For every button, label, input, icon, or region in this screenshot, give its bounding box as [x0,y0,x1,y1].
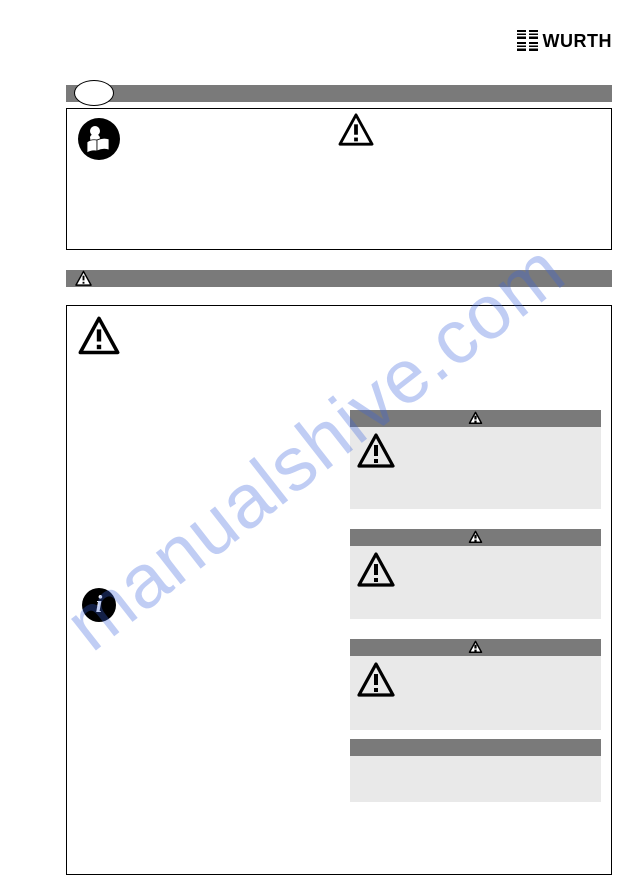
hazard-levels-column [350,410,601,802]
section-header-bar-2 [66,270,612,287]
language-oval [74,80,114,106]
wurth-logo: WURTH [517,30,612,52]
warning-body [350,546,601,619]
read-manual-icon [77,117,121,161]
wurth-logo-text: WURTH [543,31,612,52]
notice-header [350,739,601,756]
warning-icon [337,113,375,147]
warning-icon-small [74,270,93,287]
safety-box: i [66,305,612,875]
danger-header [350,410,601,427]
intro-box [66,108,612,250]
warning-icon-tiny [468,411,483,425]
warning-icon-tiny [468,530,483,544]
warning-icon [356,662,396,698]
danger-body [350,427,601,509]
warning-icon [356,552,396,588]
warning-icon [356,433,396,469]
info-icon: i [82,588,116,622]
caution-header [350,639,601,656]
caution-body [350,656,601,730]
section-header-bar-1 [66,85,612,102]
notice-body [350,756,601,802]
wurth-logo-mark [517,30,539,52]
warning-icon [77,316,121,356]
warning-header [350,529,601,546]
warning-icon-tiny [468,640,483,654]
